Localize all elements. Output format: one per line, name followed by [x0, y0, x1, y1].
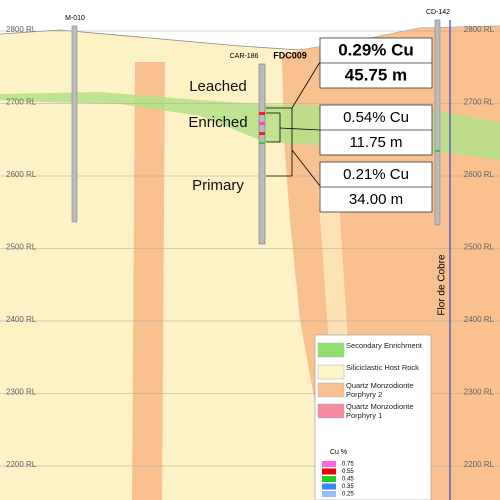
legend-swatch [317, 364, 345, 380]
drill-hole [434, 19, 441, 226]
cu-value: 0.25 [342, 492, 354, 498]
elevation-label: 2300 RL [464, 388, 495, 397]
elevation-label: 2500 RL [6, 243, 37, 252]
cu-value: 0.45 [342, 477, 354, 483]
cu-swatch [322, 491, 336, 497]
assay [435, 150, 440, 152]
zone-label: Enriched [188, 114, 247, 131]
assay [259, 112, 265, 115]
legend-label: Siliciclastic Host Rock [346, 363, 419, 372]
cu-value: 0.75 [342, 462, 354, 468]
legend-item-box: Quartz Monzodiorite Porphyry 1 [346, 402, 414, 420]
cu-swatch [322, 468, 336, 475]
legend-label: Quartz Monzodiorite Porphyry 1 [346, 402, 414, 420]
elevation-label: 2400 RL [6, 315, 37, 324]
intercept-grade: 0.29% Cu [338, 40, 414, 59]
elevation-label: 2500 RL [464, 243, 495, 252]
zone-label: Leached [189, 78, 247, 95]
legend-label: Quartz Monzodiorite Porphyry 2 [346, 381, 414, 399]
intercept-length: 45.75 m [345, 65, 407, 84]
elevation-label: 2400 RL [464, 315, 495, 324]
legend-swatch [317, 342, 345, 358]
cu-swatch [322, 461, 336, 467]
elevation-label: 2600 RL [6, 170, 37, 179]
intercept-grade: 0.54% Cu [343, 109, 409, 126]
cu-swatch [322, 483, 336, 490]
intercept-grade: 0.21% Cu [343, 166, 409, 183]
legend-item-box: Secondary Enrichment [346, 341, 422, 350]
hole-label: CD-142 [426, 9, 450, 16]
legend-label: Secondary Enrichment [346, 341, 422, 350]
elevation-label: 2800 RL [6, 25, 37, 34]
assay [259, 132, 265, 135]
intercept-brackets [266, 61, 321, 187]
cu-value: 0.55 [342, 469, 354, 475]
elevation-label: 2200 RL [464, 460, 495, 469]
porphyry-band [132, 62, 165, 500]
cu-value: 0.35 [342, 484, 354, 490]
elevation-label: 2600 RL [464, 170, 495, 179]
hole-label: CAR-186 [230, 53, 259, 60]
legend-item-box: Siliciclastic Host Rock [346, 363, 419, 372]
legend-item-box: Quartz Monzodiorite Porphyry 2 [346, 381, 414, 399]
hole-label: FDC009 [273, 50, 307, 60]
cu-legend-title: Cu % [330, 449, 347, 456]
drill-hole [71, 25, 78, 223]
zone-label: Primary [192, 177, 244, 194]
elevation-label: 2700 RL [464, 98, 495, 107]
legend-swatch [317, 403, 345, 419]
intercept-length: 34.00 m [349, 191, 403, 208]
elevation-label: 2700 RL [6, 98, 37, 107]
cu-swatch [322, 476, 336, 482]
hole-label: M-010 [65, 15, 85, 22]
elevation-label: 2800 RL [464, 25, 495, 34]
section-line-label: Flor de Cobre [437, 254, 448, 316]
legend-swatch [317, 382, 345, 398]
intercept-length: 11.75 m [349, 134, 402, 151]
assay [259, 142, 265, 144]
assay [259, 122, 265, 125]
elevation-label: 2300 RL [6, 388, 37, 397]
elevation-label: 2200 RL [6, 460, 37, 469]
drill-hole [258, 63, 266, 245]
